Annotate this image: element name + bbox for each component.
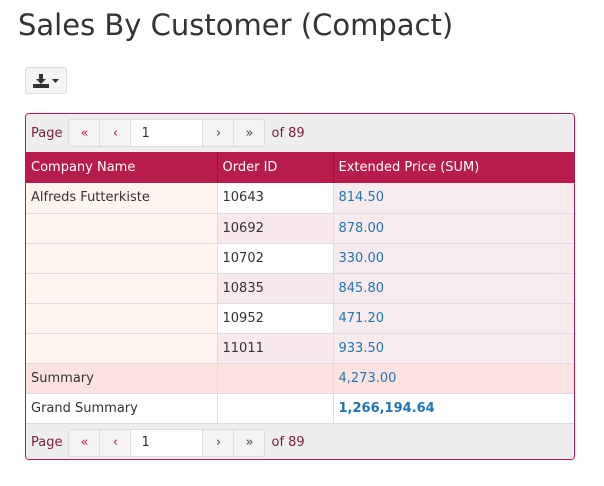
first-page-button[interactable]: « [69, 120, 101, 146]
page-label: Page [31, 125, 63, 141]
summary-row: Summary 4,273.00 [26, 363, 574, 394]
cell-extended-price: 471.20 [333, 303, 574, 334]
top-pager: Page « ‹ › » of 89 [26, 114, 574, 152]
page-count: of 89 [271, 435, 305, 450]
page-number-input[interactable] [131, 120, 204, 146]
cell-company [26, 333, 218, 364]
table-row: 10835 845.80 [26, 273, 574, 304]
cell-company [26, 303, 218, 334]
last-page-button[interactable]: » [245, 435, 254, 450]
page-label: Page [31, 435, 63, 450]
cell-order-id: 11011 [217, 333, 334, 364]
empty-cell [217, 363, 334, 394]
cell-extended-price: 845.80 [333, 273, 574, 304]
empty-cell [217, 393, 334, 424]
table-row: Alfreds Futterkiste 10643 814.50 [26, 183, 574, 214]
table-row: 10702 330.00 [26, 243, 574, 274]
data-table: Company Name Order ID Extended Price (SU… [26, 152, 574, 424]
table-row: 10952 471.20 [26, 303, 574, 334]
cell-company: Alfreds Futterkiste [26, 183, 218, 214]
next-page-button[interactable]: › [203, 429, 235, 456]
next-page-button[interactable]: › [203, 120, 235, 146]
prev-page-button[interactable]: ‹ [100, 429, 132, 456]
summary-value: 4,273.00 [333, 363, 574, 394]
cell-company [26, 213, 218, 244]
column-header-extended-price[interactable]: Extended Price (SUM) [333, 152, 574, 183]
export-button[interactable] [25, 67, 67, 94]
cell-extended-price: 814.50 [333, 183, 574, 214]
table-row: 10692 878.00 [26, 213, 574, 244]
table-row: 11011 933.50 [26, 333, 574, 364]
grand-summary-row: Grand Summary 1,266,194.64 [26, 393, 574, 424]
cell-order-id: 10692 [217, 213, 334, 244]
column-header-order-id[interactable]: Order ID [217, 152, 334, 183]
cell-order-id: 10835 [217, 273, 334, 304]
cell-order-id: 10643 [217, 183, 334, 214]
summary-label: Summary [26, 363, 218, 394]
cell-order-id: 10702 [217, 243, 334, 274]
column-header-company[interactable]: Company Name [26, 152, 218, 183]
bottom-pager: Page « ‹ › » of 89 [26, 423, 574, 459]
cell-order-id: 10952 [217, 303, 334, 334]
page-number-input[interactable] [131, 429, 204, 456]
cell-extended-price: 330.00 [333, 243, 574, 274]
page-count: of 89 [271, 125, 305, 141]
caret-down-icon [52, 78, 59, 83]
cell-extended-price: 878.00 [333, 213, 574, 244]
sales-grid: Page « ‹ › » of 89 Company Name Order ID… [25, 113, 575, 460]
download-icon [33, 73, 49, 88]
cell-extended-price: 933.50 [333, 333, 574, 364]
cell-company [26, 243, 218, 274]
grand-summary-label: Grand Summary [26, 393, 218, 424]
last-page-button[interactable]: » [245, 125, 254, 141]
cell-company [26, 273, 218, 304]
grand-summary-value: 1,266,194.64 [333, 393, 574, 424]
prev-page-button[interactable]: ‹ [100, 120, 132, 146]
first-page-button[interactable]: « [69, 429, 101, 456]
page-title: Sales By Customer (Compact) [18, 8, 454, 42]
